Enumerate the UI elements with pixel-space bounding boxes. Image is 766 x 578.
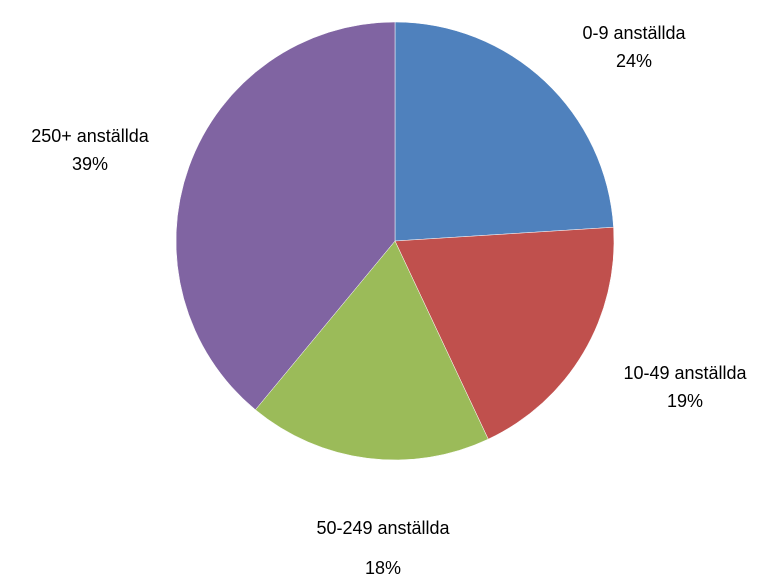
- slice-percent-label: 18%: [364, 558, 402, 578]
- slice-percent-label: 24%: [615, 51, 653, 71]
- slice-label-50-249: 50-249 anställda 18%: [316, 508, 449, 578]
- pie-slice-50-249-anst-llda: [255, 240, 489, 461]
- slice-percent-label: 19%: [666, 391, 704, 411]
- slice-label-10-49: 10-49 anställda 19%: [623, 359, 746, 415]
- pie-slice-250-anst-llda: [175, 21, 396, 411]
- slice-category-label: 0-9 anställda: [582, 23, 686, 43]
- slice-label-250-plus: 250+ anställda 39%: [31, 122, 149, 178]
- slice-category-label: 250+ anställda: [31, 126, 149, 146]
- slice-label-0-9: 0-9 anställda 24%: [582, 19, 685, 75]
- pie-slice-0-9-anst-llda: [394, 21, 614, 242]
- pie-slice-10-49-anst-llda: [394, 226, 615, 440]
- slice-category-label: 50-249 anställda: [316, 518, 450, 538]
- slice-category-label: 10-49 anställda: [623, 363, 747, 383]
- slice-percent-label: 39%: [71, 154, 109, 174]
